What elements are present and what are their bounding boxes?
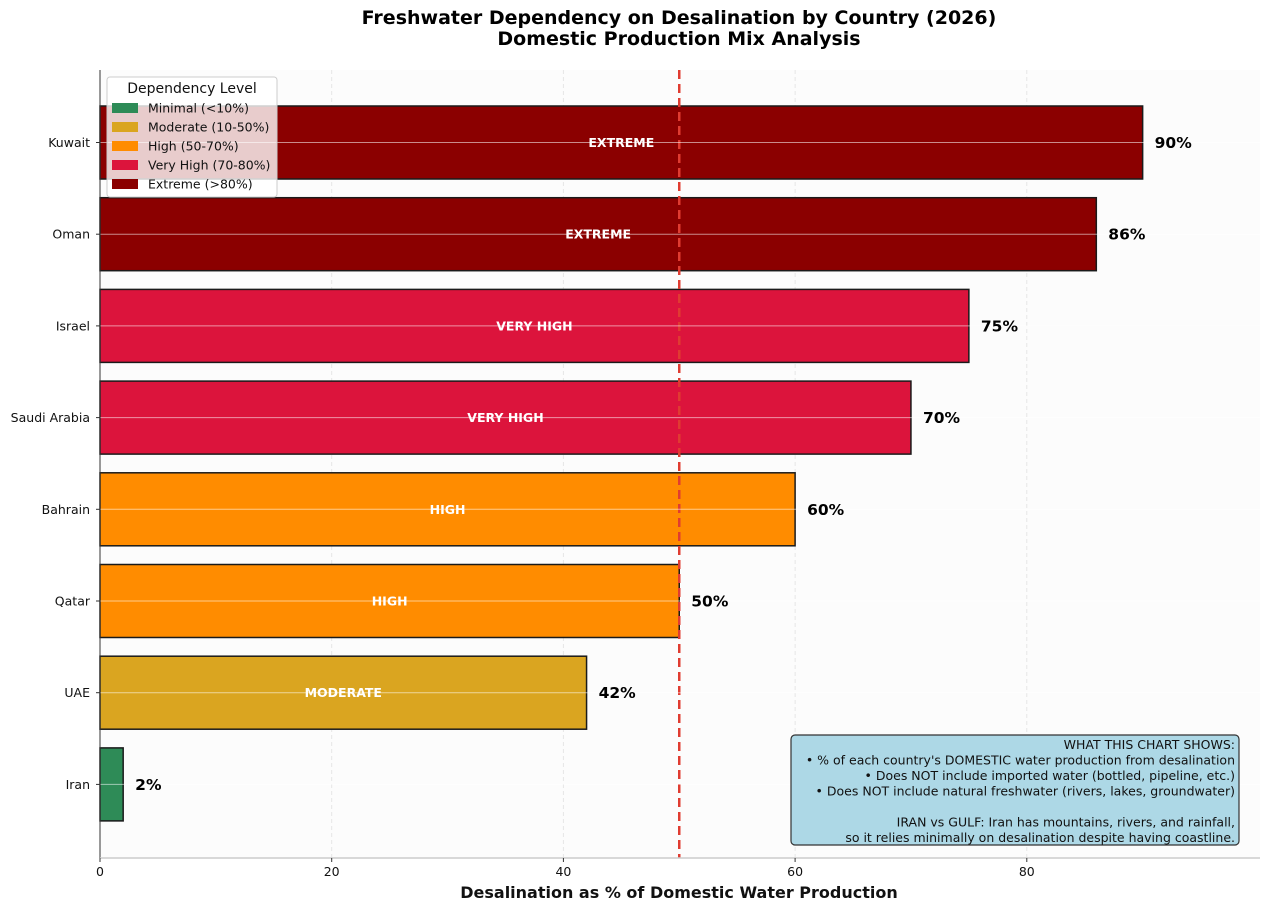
legend-swatch (112, 160, 138, 170)
bar-value-label: 75% (981, 317, 1019, 335)
bar-level-label: HIGH (430, 502, 466, 517)
y-tick-label: Qatar (55, 594, 91, 609)
legend-title: Dependency Level (127, 81, 257, 97)
bar-level-label: MODERATE (305, 685, 382, 700)
bar-level-label: VERY HIGH (467, 410, 543, 425)
bar-labels: EXTREME 90% EXTREME 86% VERY HIGH 75% VERY HIG… (135, 134, 1192, 794)
legend-box (106, 76, 278, 198)
legend: Dependency Level Minimal (<10%) Moderate (… (106, 76, 278, 198)
annotation-box: WHAT THIS CHART SHOWS:• % of each countr… (790, 734, 1240, 846)
bar-value-label: 86% (1108, 226, 1146, 244)
x-tick-label: 60 (787, 864, 803, 879)
legend-label: Extreme (>80%) (148, 177, 253, 192)
y-tick-label: Saudi Arabia (11, 410, 90, 425)
legend-label: Very High (70-80%) (148, 158, 270, 173)
y-tick-label: Israel (56, 318, 90, 333)
x-tick-label: 0 (96, 864, 104, 879)
bar-level-label: EXTREME (588, 135, 654, 150)
chart-subtitle: Domestic Production Mix Analysis (497, 28, 860, 50)
x-tick-label: 40 (555, 864, 571, 879)
legend-label: High (50-70%) (148, 139, 239, 154)
bar-value-label: 60% (807, 501, 845, 519)
bar-value-label: 2% (135, 776, 162, 794)
bar-level-label: HIGH (372, 594, 408, 609)
legend-swatch (112, 141, 138, 151)
legend-label: Minimal (<10%) (148, 101, 249, 116)
bar-value-label: 90% (1155, 134, 1193, 152)
annotation-line: IRAN vs GULF: Iran has mountains, rivers… (897, 815, 1235, 830)
bar-value-label: 42% (599, 684, 637, 702)
axes: Kuwait Oman Israel Saudi Arabia Bahrain Qatar… (11, 70, 1260, 879)
x-axis-label: Desalination as % of Domestic Water Prod… (460, 883, 898, 902)
bar-value-label: 50% (691, 593, 729, 611)
bar-level-label: EXTREME (565, 227, 631, 242)
annotation-line: • Does NOT include imported water (bottl… (865, 768, 1235, 783)
y-tick-label: Kuwait (48, 135, 90, 150)
y-tick-label: Bahrain (42, 502, 90, 517)
chart-title: Freshwater Dependency on Desalination by… (362, 7, 997, 29)
x-tick-label: 80 (1019, 864, 1035, 879)
x-tick-label: 20 (324, 864, 340, 879)
annotation-line: WHAT THIS CHART SHOWS: (1064, 737, 1235, 752)
y-tick-label: UAE (64, 685, 90, 700)
legend-swatch (112, 103, 138, 113)
bar-level-label: VERY HIGH (496, 318, 572, 333)
annotation-line: • Does NOT include natural freshwater (r… (816, 784, 1235, 799)
annotation-line: so it relies minimally on desalination d… (845, 830, 1235, 845)
legend-swatch (112, 122, 138, 132)
bar-value-label: 70% (923, 409, 961, 427)
legend-label: Moderate (10-50%) (148, 120, 269, 135)
y-tick-label: Oman (52, 227, 90, 242)
annotation-line: • % of each country's DOMESTIC water pro… (806, 753, 1235, 768)
y-tick-label: Iran (66, 777, 90, 792)
annotation-background (790, 734, 1240, 846)
legend-swatch (112, 179, 138, 189)
